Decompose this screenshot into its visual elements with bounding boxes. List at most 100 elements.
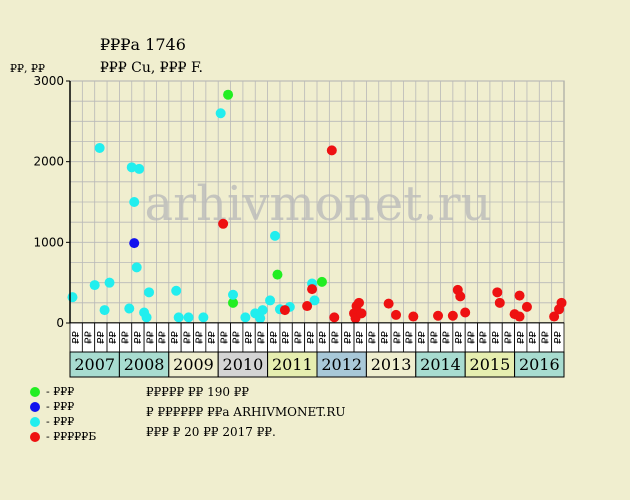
year-cell: [217, 351, 269, 378]
data-point: [228, 289, 239, 300]
quarter-label: ₽₽: [84, 331, 95, 344]
year-label: 2009: [173, 355, 214, 374]
data-point: [129, 238, 140, 249]
data-point: [329, 312, 340, 323]
legend-swatch: [30, 386, 40, 397]
x-axis: ₽₽ ₽₽ ₽₽ ₽₽ ₽₽ ₽₽ ₽₽ ₽₽ ₽₽ ₽₽ ₽₽ ₽₽ ₽₽ ₽₽ ₽₽ ₽₽ ₽₽ ₽₽ ₽₽ ₽₽…: [69, 322, 565, 378]
data-point: [556, 297, 567, 308]
year-label: 2013: [371, 355, 412, 374]
legend-label: - ₽₽₽: [46, 415, 75, 428]
data-point: [255, 313, 266, 324]
quarter-label: ₽₽: [516, 331, 527, 344]
legend: - ₽₽₽ - ₽₽₽ - ₽₽₽ - ₽₽₽₽₽Б: [30, 384, 96, 444]
data-point: [356, 308, 367, 319]
quarter-label: ₽₽: [392, 331, 403, 344]
y-tick-label: 3000: [33, 74, 64, 88]
data-point: [353, 297, 364, 308]
y-tick-label: 0: [56, 316, 64, 330]
year-cell: [464, 351, 516, 378]
year-cell: [365, 351, 417, 378]
data-points: [67, 89, 567, 324]
data-point: [171, 285, 182, 296]
quarter-label: ₽₽: [256, 331, 267, 344]
y-axis-unit: ₽₽, ₽₽: [10, 62, 45, 75]
y-tick-label: 1000: [33, 235, 64, 249]
data-point: [183, 312, 194, 323]
data-point: [173, 312, 184, 323]
watermark: arhivmonet.ru: [144, 176, 491, 232]
data-point: [131, 262, 142, 273]
chart-title-line1: ₽₽₽а 1746: [100, 35, 186, 54]
quarter-label: ₽₽: [491, 331, 502, 344]
data-point: [455, 291, 466, 302]
data-point: [383, 298, 394, 309]
y-tick-label: 2000: [33, 155, 64, 169]
quarter-label: ₽₽: [528, 331, 539, 344]
data-point: [326, 145, 337, 156]
legend-item: - ₽₽₽: [30, 384, 96, 399]
quarter-label: ₽₽: [343, 331, 354, 344]
data-point: [134, 163, 145, 174]
data-point: [279, 305, 290, 316]
data-point: [99, 305, 110, 316]
data-point: [257, 305, 268, 316]
data-point: [215, 108, 226, 119]
quarter-label: ₽₽: [503, 331, 514, 344]
data-point: [316, 276, 327, 287]
chart-title-line2: ₽₽₽ Cu, ₽₽₽ F.: [100, 60, 203, 76]
data-point: [514, 311, 525, 322]
year-label: 2008: [124, 355, 165, 374]
year-label: 2007: [74, 355, 115, 374]
quarter-label: ₽₽: [121, 331, 132, 344]
quarter-label: ₽₽: [269, 331, 280, 344]
data-point: [408, 311, 419, 322]
legend-swatch: [30, 401, 40, 412]
data-point: [89, 280, 100, 291]
quarter-label: ₽₽: [318, 331, 329, 344]
year-label: 2016: [519, 355, 560, 374]
quarter-label: ₽₽: [293, 331, 304, 344]
quarter-label: ₽₽: [553, 331, 564, 344]
data-point: [265, 295, 276, 306]
quarter-label: ₽₽: [145, 331, 156, 344]
quarter-label: ₽₽: [380, 331, 391, 344]
legend-label: - ₽₽₽: [46, 385, 75, 398]
data-point: [494, 297, 505, 308]
data-point: [492, 287, 503, 298]
quarter-label: ₽₽: [442, 331, 453, 344]
info-line: ₽ ₽₽₽₽₽₽ ₽₽а ARHIVMONET.RU: [146, 405, 346, 419]
data-point: [447, 310, 458, 321]
quarter-label: ₽₽: [405, 331, 416, 344]
quarter-label: ₽₽: [133, 331, 144, 344]
plot-grid: [69, 80, 565, 324]
quarter-label: ₽₽: [417, 331, 428, 344]
quarter-label: ₽₽: [368, 331, 379, 344]
data-point: [240, 312, 251, 323]
quarter-label: ₽₽: [207, 331, 218, 344]
quarter-label: ₽₽: [219, 331, 230, 344]
quarter-label: ₽₽: [281, 331, 292, 344]
quarter-label: ₽₽: [158, 331, 169, 344]
quarter-label: ₽₽: [306, 331, 317, 344]
data-point: [272, 269, 283, 280]
legend-label: - ₽₽₽: [46, 400, 75, 413]
data-point: [198, 312, 209, 323]
year-cell: [316, 351, 367, 378]
legend-item: - ₽₽₽: [30, 399, 96, 414]
legend-swatch: [30, 431, 40, 442]
quarter-label: ₽₽: [466, 331, 477, 344]
quarter-label: ₽₽: [96, 331, 107, 344]
legend-label: - ₽₽₽₽₽Б: [46, 430, 97, 443]
quarter-label: ₽₽: [244, 331, 255, 344]
legend-item: - ₽₽₽: [30, 414, 96, 429]
data-point: [309, 295, 320, 306]
year-label: 2010: [223, 355, 264, 374]
data-point: [391, 309, 402, 320]
quarter-label: ₽₽: [355, 331, 366, 344]
data-point: [94, 142, 105, 153]
quarter-label: ₽₽: [479, 331, 490, 344]
data-point: [141, 312, 152, 323]
data-point: [129, 197, 140, 207]
data-point: [223, 89, 234, 100]
